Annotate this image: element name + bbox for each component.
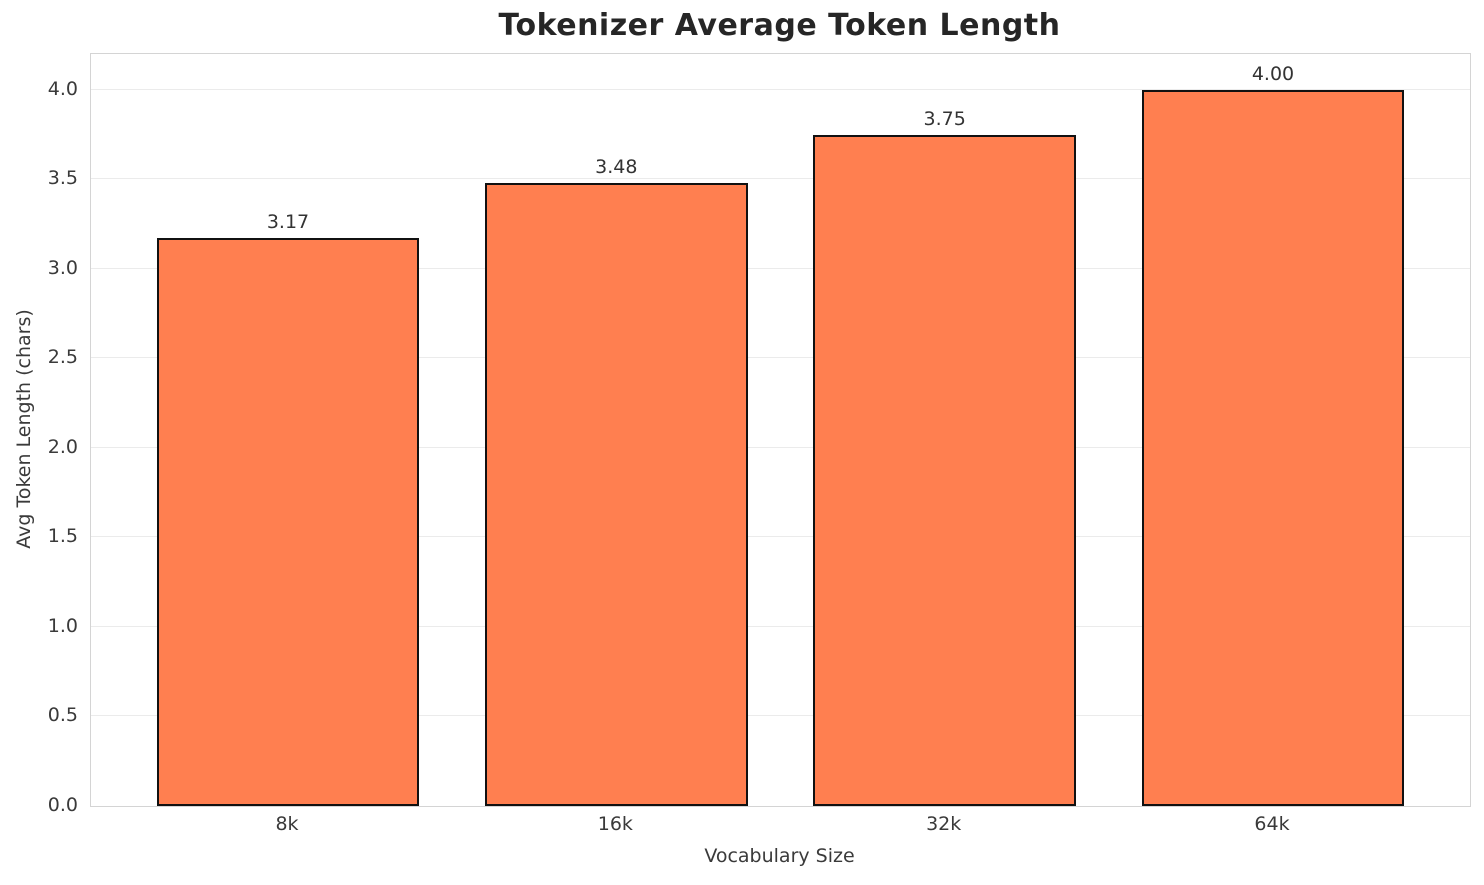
gridline-y-0.5 [91,715,1470,717]
y-tick-3.0: 3.0 [47,256,78,279]
chart-title: Tokenizer Average Token Length [498,8,1061,43]
bar-value-label-8k: 3.17 [266,211,310,234]
gridline-y-1.5 [91,536,1470,538]
bar-32k [813,134,1076,806]
y-tick-2.5: 2.5 [47,346,78,369]
gridline-y-3 [91,267,1470,269]
x-tick-8k: 8k [275,813,299,835]
gridline-y-2.5 [91,357,1470,359]
x-tick-16k: 16k [597,813,633,835]
x-tick-32k: 32k [926,813,962,835]
bar-value-label-32k: 3.75 [923,107,966,130]
bar-value-label-64k: 4.00 [1251,62,1295,85]
bar-16k [485,182,748,806]
y-tick-1.0: 1.0 [47,614,78,637]
gridline-y-3.5 [91,178,1470,180]
y-tick-0.5: 0.5 [47,704,78,727]
x-tick-64k: 64k [1254,813,1290,835]
bar-8k [156,238,420,806]
y-tick-0.0: 0.0 [47,794,78,816]
y-tick-1.5: 1.5 [47,525,78,548]
gridline-y-1 [91,625,1470,627]
y-tick-labels: 0.0 0.5 1.0 1.5 2.0 2.5 3.0 3.5 4.0 [0,53,78,816]
bar-value-label-16k: 3.48 [595,155,638,178]
gridline-y-4 [91,88,1470,90]
bar-64k [1141,89,1405,806]
plot-area: 3.17 3.48 3.75 4.00 [90,53,1471,807]
x-axis-label: Vocabulary Size [704,845,855,867]
y-tick-4.0: 4.0 [47,77,78,100]
y-tick-2.0: 2.0 [47,435,78,458]
gridline-y-2 [91,446,1470,448]
x-tick-labels: 8k 16k 32k 64k [90,813,1469,843]
y-tick-3.5: 3.5 [47,167,78,190]
